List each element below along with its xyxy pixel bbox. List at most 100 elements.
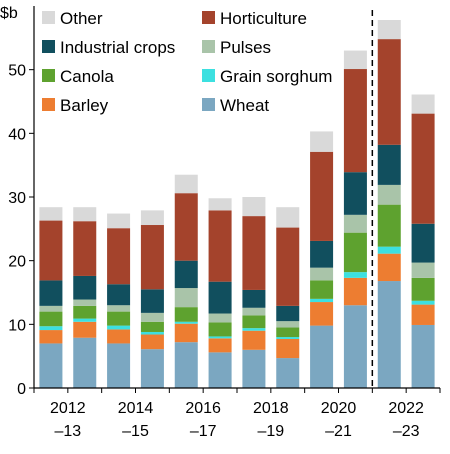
bar-horticulture-0 <box>39 220 63 281</box>
bar-pulses-9 <box>343 214 367 233</box>
bar-horticulture-10 <box>377 39 401 145</box>
bar-industrial-crops-6 <box>242 289 266 308</box>
bar-horticulture-8 <box>310 151 334 241</box>
bar-canola-3 <box>140 321 164 332</box>
bar-pulses-8 <box>310 267 334 281</box>
bar-pulses-0 <box>39 305 63 312</box>
x-tick-label-4-line2: –21 <box>325 423 352 440</box>
y-tick-label-0: 0 <box>17 381 26 398</box>
bar-industrial-crops-7 <box>276 305 300 322</box>
bar-industrial-crops-0 <box>39 280 63 306</box>
bar-horticulture-5 <box>208 210 232 282</box>
x-tick-label-0-line2: –13 <box>54 423 81 440</box>
legend-swatch-other <box>42 11 55 24</box>
bar-barley-1 <box>73 321 97 338</box>
bar-industrial-crops-2 <box>107 284 131 306</box>
bar-barley-3 <box>140 334 164 350</box>
bar-wheat-1 <box>73 337 97 388</box>
bar-barley-4 <box>174 323 198 343</box>
legend-label-pulses: Pulses <box>220 38 271 57</box>
bar-other-1 <box>73 207 97 222</box>
bar-grain-sorghum-3 <box>140 331 164 335</box>
bar-industrial-crops-4 <box>174 260 198 289</box>
bar-other-6 <box>242 197 266 217</box>
legend-label-canola: Canola <box>60 67 114 86</box>
y-tick-label-1: 10 <box>8 317 26 334</box>
legend-label-barley: Barley <box>60 96 109 115</box>
bar-wheat-11 <box>411 324 435 388</box>
bar-wheat-9 <box>343 305 367 388</box>
bar-grain-sorghum-6 <box>242 328 266 331</box>
bar-other-10 <box>377 20 401 40</box>
bar-grain-sorghum-9 <box>343 272 367 278</box>
bar-horticulture-4 <box>174 193 198 261</box>
bar-barley-10 <box>377 253 401 282</box>
bar-wheat-5 <box>208 352 232 388</box>
bar-stacks <box>39 20 435 388</box>
bar-other-2 <box>107 213 131 229</box>
bar-canola-0 <box>39 311 63 327</box>
legend-swatch-wheat <box>202 98 215 111</box>
bar-wheat-7 <box>276 358 300 388</box>
legend: Other Horticulture Industrial crops Pulses C… <box>42 9 332 115</box>
bar-industrial-crops-5 <box>208 281 232 314</box>
bar-wheat-10 <box>377 281 401 388</box>
x-tick-label-2-line2: –17 <box>190 423 217 440</box>
x-tick-label-5: 2022 <box>388 400 424 417</box>
bar-canola-9 <box>343 232 367 273</box>
legend-label-wheat: Wheat <box>220 96 269 115</box>
bar-horticulture-6 <box>242 216 266 290</box>
bar-grain-sorghum-10 <box>377 246 401 254</box>
y-tick-label-4: 40 <box>8 126 26 143</box>
bar-wheat-0 <box>39 343 63 388</box>
bar-pulses-7 <box>276 321 300 328</box>
y-axis-unit-label: $b <box>0 5 18 22</box>
legend-swatch-horticulture <box>202 11 215 24</box>
bar-canola-11 <box>411 277 435 301</box>
bar-canola-2 <box>107 311 131 326</box>
legend-swatch-industrial-crops <box>42 40 55 53</box>
bar-grain-sorghum-0 <box>39 326 63 331</box>
bar-pulses-6 <box>242 307 266 316</box>
bar-barley-8 <box>310 302 334 326</box>
x-tick-label-3: 2018 <box>253 400 289 417</box>
bar-pulses-2 <box>107 305 131 312</box>
bar-grain-sorghum-5 <box>208 336 232 339</box>
bar-canola-7 <box>276 327 300 338</box>
bar-grain-sorghum-8 <box>310 298 334 303</box>
bar-canola-4 <box>174 307 198 322</box>
bar-grain-sorghum-4 <box>174 321 198 324</box>
bar-horticulture-1 <box>73 221 97 276</box>
bar-canola-8 <box>310 280 334 299</box>
bar-canola-1 <box>73 305 97 319</box>
bar-canola-5 <box>208 322 232 337</box>
bar-other-9 <box>343 50 367 70</box>
bar-barley-0 <box>39 330 63 344</box>
y-tick-labels: 0 10 20 30 40 50 <box>8 63 26 398</box>
bar-grain-sorghum-2 <box>107 325 131 330</box>
bar-other-11 <box>411 94 435 114</box>
bar-horticulture-3 <box>140 225 164 290</box>
bar-pulses-4 <box>174 288 198 308</box>
bar-barley-2 <box>107 329 131 344</box>
legend-swatch-barley <box>42 98 55 111</box>
bar-other-4 <box>174 174 198 194</box>
bar-barley-6 <box>242 330 266 350</box>
bar-wheat-6 <box>242 349 266 388</box>
x-tick-label-0: 2012 <box>50 400 86 417</box>
bar-wheat-2 <box>107 343 131 388</box>
y-tick-label-2: 20 <box>8 254 26 271</box>
bar-grain-sorghum-1 <box>73 318 97 322</box>
legend-label-horticulture: Horticulture <box>220 9 307 28</box>
legend-swatch-canola <box>42 69 55 82</box>
bar-wheat-4 <box>174 342 198 388</box>
legend-label-grain-sorghum: Grain sorghum <box>220 67 332 86</box>
y-tick-label-3: 30 <box>8 190 26 207</box>
bar-barley-7 <box>276 338 300 359</box>
bar-industrial-crops-10 <box>377 144 401 185</box>
bar-barley-11 <box>411 304 435 325</box>
bar-pulses-10 <box>377 184 401 205</box>
bar-other-0 <box>39 207 63 221</box>
legend-swatch-grain-sorghum <box>202 69 215 82</box>
